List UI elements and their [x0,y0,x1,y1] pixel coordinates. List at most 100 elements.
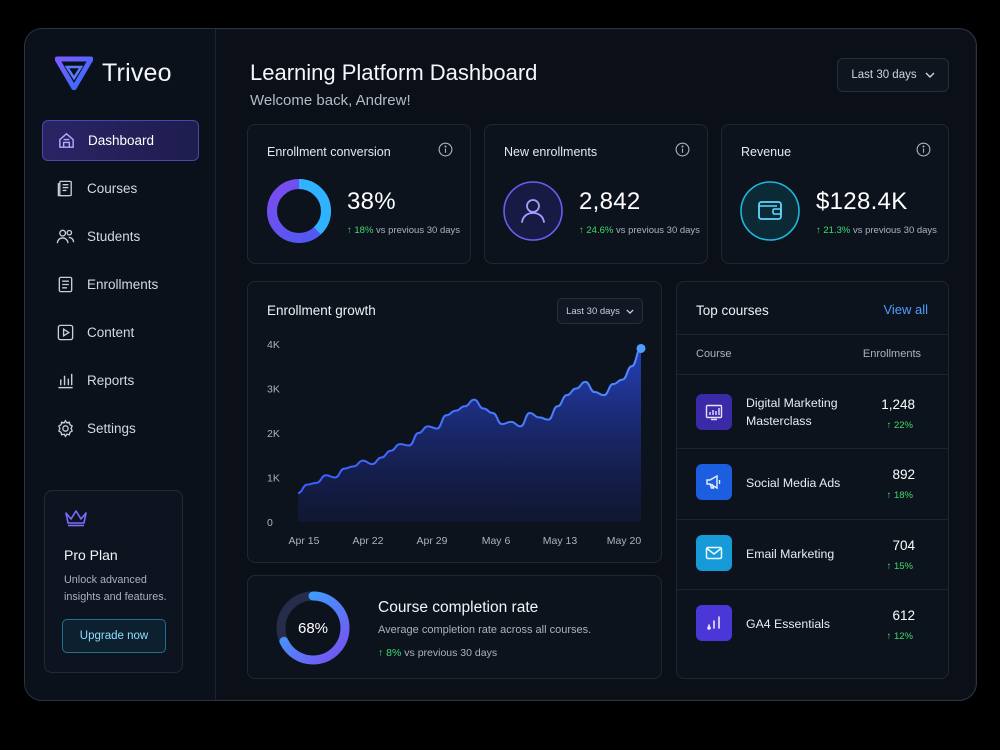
course-enrollments: 1,248 [881,397,915,412]
view-all-link[interactable]: View all [883,302,928,317]
date-range-dropdown[interactable]: Last 30 days [837,58,949,92]
kpi-change-suffix: vs previous 30 days [615,225,700,236]
sidebar-item-label: Students [87,229,141,244]
kpi-card-revenue: Revenue $128.4K ↑ 21.3% vs previous 30 d… [721,124,949,264]
page-title: Learning Platform Dashboard [250,60,538,85]
sidebar-item-content[interactable]: Content [42,312,199,353]
course-row[interactable]: Digital Marketing Masterclass 1,248 ↑ 22… [677,378,948,448]
sidebar-item-label: Reports [87,373,135,388]
completion-donut [276,591,350,665]
kpi-change: ↑ 18% vs previous 30 days [347,225,460,236]
kpi-value: 2,842 [579,188,641,215]
divider [677,589,948,590]
book-icon [57,180,72,197]
kpi-change-value: 21.3% [823,225,851,236]
chart-board-icon [696,394,732,430]
upgrade-button[interactable]: Upgrade now [62,619,166,653]
kpi-change-suffix: vs previous 30 days [376,225,461,236]
divider [677,334,948,335]
sidebar-item-label: Enrollments [87,277,159,292]
sidebar-item-reports[interactable]: Reports [42,360,199,401]
sidebar-item-students[interactable]: Students [42,216,199,257]
conversion-donut [267,179,331,243]
x-tick-label: Apr 29 [417,535,448,547]
completion-value: 68% [297,619,329,637]
sidebar-item-label: Content [87,325,135,340]
completion-change-suffix: vs previous 30 days [404,647,498,659]
wallet-icon [740,181,800,241]
course-name: Social Media Ads [746,476,841,490]
envelope-icon [696,535,732,571]
x-tick-label: Apr 22 [353,535,384,547]
triveo-logo-icon [55,56,93,90]
chart-range-label: Last 30 days [566,305,620,317]
column-header-enrollments: Enrollments [862,348,921,360]
app-window: Triveo Dashboard Courses Students Enroll… [24,28,977,701]
course-name: Email Marketing [746,547,835,561]
sidebar-item-label: Settings [87,421,136,436]
completion-description: Average completion rate across all cours… [378,624,592,636]
home-icon [59,132,74,148]
brand-name: Triveo [102,58,172,87]
course-row[interactable]: GA4 Essentials 612 ↑ 12% [677,589,948,659]
sidebar-item-dashboard[interactable]: Dashboard [42,120,199,161]
sidebar-item-courses[interactable]: Courses [42,168,199,209]
sidebar-item-enrollments[interactable]: Enrollments [42,264,199,305]
crown-icon [65,510,87,527]
divider [677,374,948,375]
users-icon [56,229,75,244]
divider [677,519,948,520]
course-row[interactable]: Social Media Ads 892 ↑ 18% [677,448,948,518]
course-enrollments: 704 [892,538,915,553]
y-tick-label: 1K [267,473,280,485]
play-icon [57,324,74,341]
top-courses-card: Top courses View all Course Enrollments … [676,281,949,679]
kpi-title: New enrollments [504,145,598,159]
info-icon[interactable] [438,142,453,157]
pro-plan-description: Unlock advanced insights and features. [64,574,167,603]
gear-icon [58,419,73,438]
kpi-change-value: 18% [354,225,374,236]
kpi-change-suffix: vs previous 30 days [852,225,937,236]
kpi-title: Enrollment conversion [267,145,391,159]
completion-rate-card: 68% Course completion rate Average compl… [247,575,662,679]
date-range-label: Last 30 days [851,69,917,81]
y-tick-label: 3K [267,384,280,396]
sidebar-item-label: Courses [87,181,138,196]
kpi-change: ↑ 21.3% vs previous 30 days [816,225,937,236]
info-icon[interactable] [916,142,931,157]
course-change: ↑ 18% [886,490,913,501]
sidebar-item-settings[interactable]: Settings [42,408,199,449]
sidebar-item-label: Dashboard [88,133,155,148]
x-tick-label: May 6 [482,535,511,547]
series-line [297,347,642,495]
latest-point[interactable] [636,343,646,353]
pro-plan-title: Pro Plan [64,547,118,563]
info-icon[interactable] [675,142,690,157]
arrow-up-icon: ↑ [579,225,584,236]
course-row[interactable]: Email Marketing 704 ↑ 15% [677,519,948,589]
course-enrollments: 892 [892,467,915,482]
conversion-donut-arc [267,179,331,243]
chart-range-dropdown[interactable]: Last 30 days [557,298,643,324]
chevron-down-icon [925,72,935,78]
course-change: ↑ 22% [886,420,913,431]
course-name: GA4 Essentials [746,617,831,631]
bar-chart-icon [58,373,73,389]
enrollment-growth-card: 0 1K 2K 3K 4K Apr 15 Apr 22 Apr 29 May 6 May 13 Ma… [247,281,662,563]
brand[interactable]: Triveo [55,56,172,90]
pro-plan-card: Pro Plan Unlock advanced insights and fe… [44,490,183,673]
x-tick-label: Apr 15 [289,535,320,547]
course-name: Digital Marketing Masterclass [746,396,838,428]
kpi-change-value: 24.6% [586,225,614,236]
x-tick-label: May 13 [543,535,578,547]
course-change: ↑ 15% [886,561,913,572]
kpi-value: 38% [347,188,396,215]
course-enrollments: 612 [892,608,915,623]
megaphone-icon [696,464,732,500]
welcome-message: Welcome back, Andrew! [250,92,411,109]
course-change-value: 15% [893,561,913,572]
document-icon [58,276,73,293]
course-change-value: 18% [893,490,913,501]
kpi-card-enrollments: New enrollments 2,842 ↑ 24.6% vs previou… [484,124,708,264]
